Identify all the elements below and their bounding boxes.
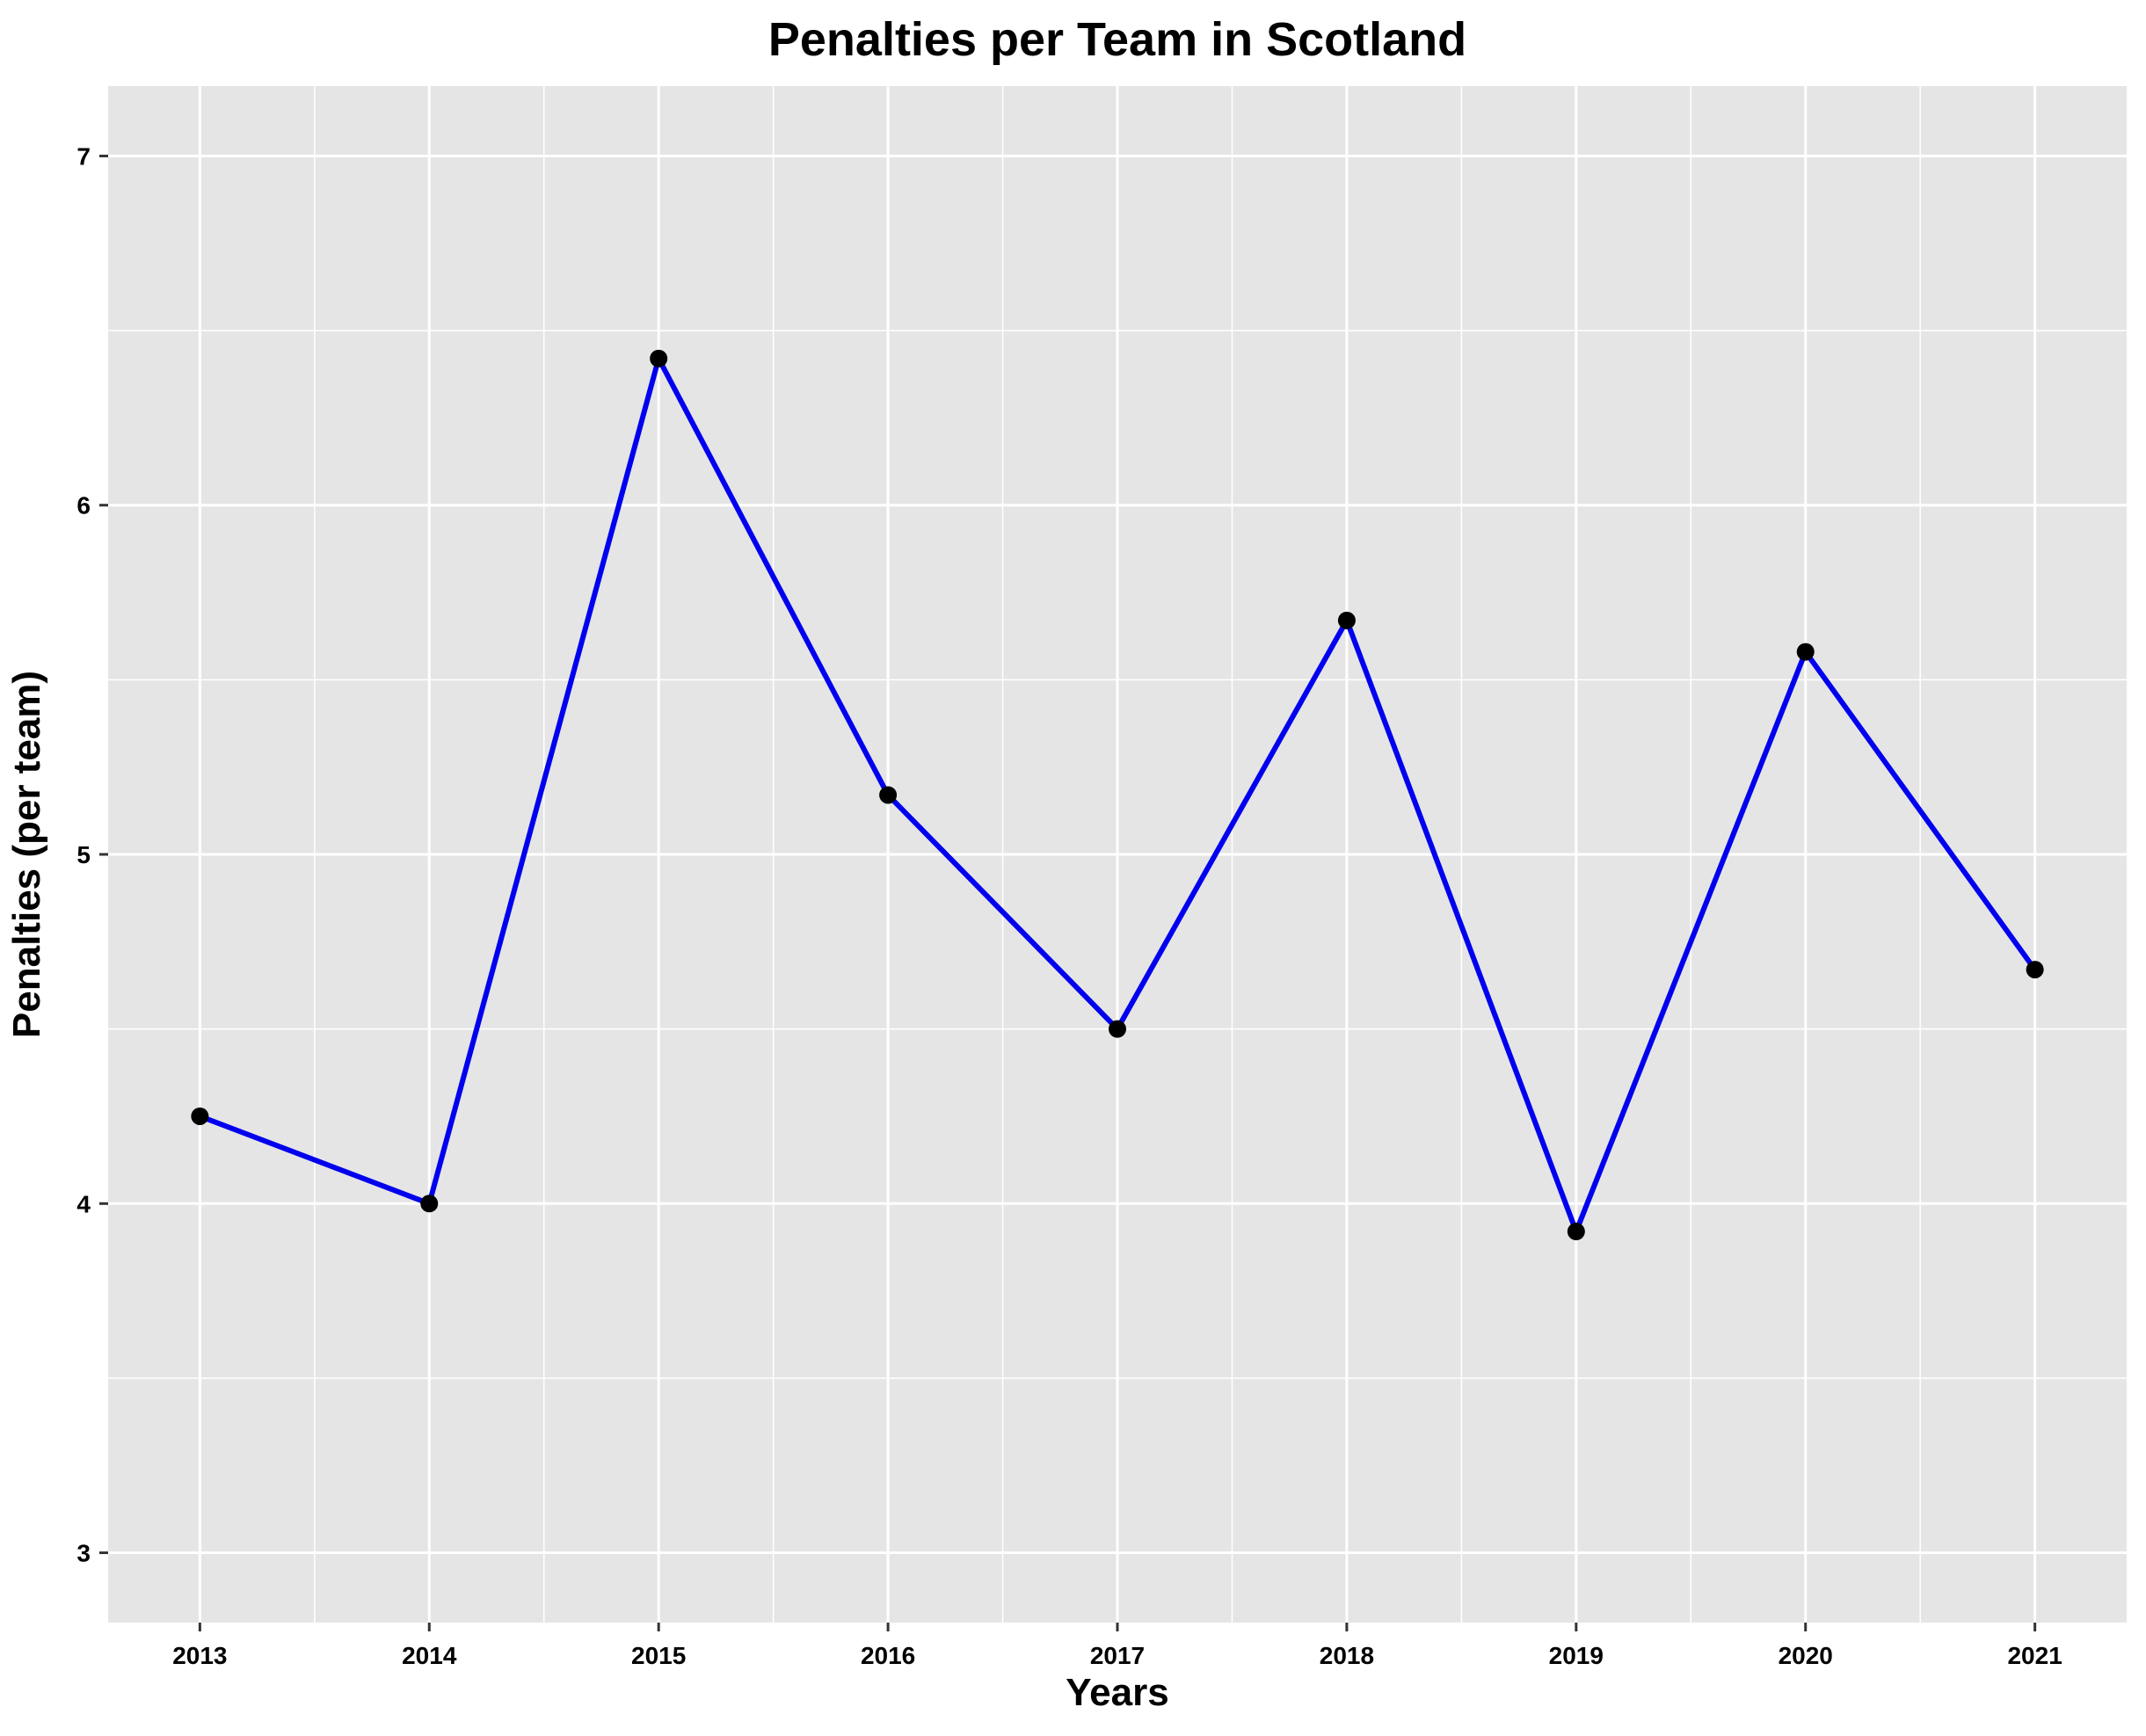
y-tick-label: 7 bbox=[76, 142, 91, 170]
data-points bbox=[191, 349, 2044, 1241]
x-tick-label: 2017 bbox=[1090, 1642, 1145, 1669]
data-point bbox=[1109, 1020, 1126, 1038]
y-tick-label: 5 bbox=[76, 841, 91, 868]
x-axis-title: Years bbox=[1066, 1671, 1168, 1714]
data-point bbox=[191, 1107, 209, 1125]
data-point bbox=[2026, 961, 2044, 979]
major-gridlines bbox=[108, 86, 2127, 1623]
y-tick-label: 4 bbox=[76, 1190, 91, 1217]
x-tick-label: 2019 bbox=[1549, 1642, 1604, 1669]
x-tick-label: 2015 bbox=[631, 1642, 686, 1669]
x-tick-labels: 2013 2014 2015 2016 2017 2018 2019 2020 2021 bbox=[172, 1642, 2062, 1669]
x-tick-label: 2020 bbox=[1779, 1642, 1833, 1669]
x-tick-label: 2014 bbox=[402, 1642, 457, 1669]
x-tick-label: 2016 bbox=[861, 1642, 915, 1669]
x-tick-label: 2018 bbox=[1320, 1642, 1374, 1669]
data-point bbox=[420, 1195, 439, 1213]
data-point bbox=[1567, 1223, 1585, 1241]
x-tick-label: 2021 bbox=[2007, 1642, 2062, 1669]
y-tick-labels: 3 4 5 6 7 bbox=[76, 142, 91, 1566]
chart-title: Penalties per Team in Scotland bbox=[768, 13, 1466, 66]
axis-ticks bbox=[99, 154, 2037, 1631]
data-point bbox=[1796, 643, 1815, 661]
y-tick-label: 6 bbox=[76, 492, 91, 519]
y-tick-label: 3 bbox=[76, 1540, 91, 1567]
data-point bbox=[879, 786, 898, 804]
data-point bbox=[650, 349, 668, 367]
data-point bbox=[1337, 611, 1356, 629]
x-tick-label: 2013 bbox=[172, 1642, 227, 1669]
y-axis-title: Penalties (per team) bbox=[5, 671, 48, 1038]
